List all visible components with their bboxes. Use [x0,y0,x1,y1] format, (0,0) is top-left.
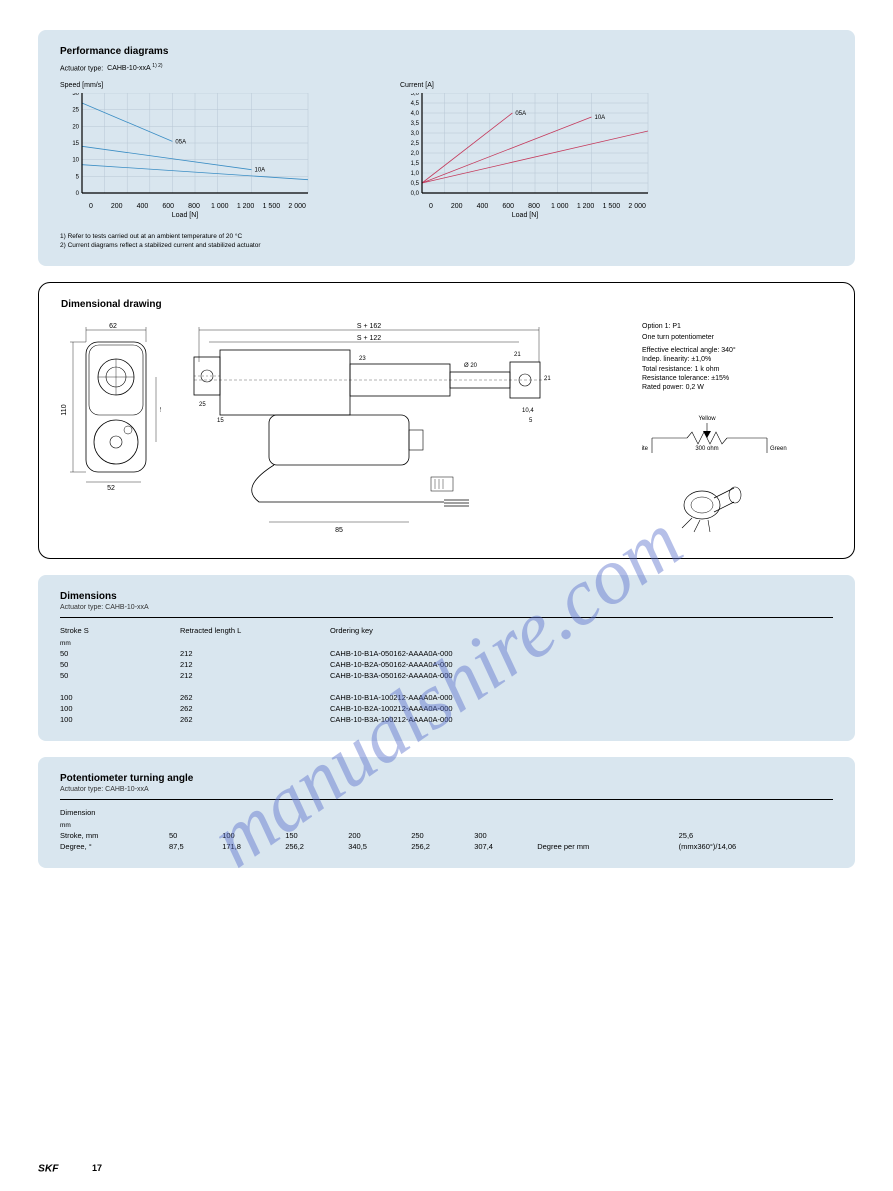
opt-p3: Total resistance: 1 k ohm [642,365,832,374]
svg-text:25: 25 [72,108,79,114]
svg-text:20: 20 [72,125,79,131]
svg-text:23: 23 [359,356,366,362]
svg-text:10A: 10A [595,115,606,121]
svg-text:10,4: 10,4 [522,408,534,414]
svg-text:4,0: 4,0 [411,111,420,117]
svg-text:21: 21 [544,376,551,382]
table-row: Degree, °87,5171,8256,2340,5256,2307,4De… [60,841,833,852]
table-row: 50212CAHB-10-B1A-050162-AAAA0A-000 [60,648,833,659]
option-column: Option 1: P1 One turn potentiometer Effe… [642,322,832,542]
current-svg: 5,0 4,5 4,0 3,5 3,0 2,5 2,0 1,5 1,0 0,5 0,0 05A 10A… [400,93,650,203]
svg-text:5: 5 [529,418,533,424]
speed-svg: 302520151050 05A10A15A [60,93,310,203]
curr-x-label: Load [N] [400,212,650,219]
pot-table: Dimension mm Stroke, mm50100150200250300… [60,808,833,852]
table-row: 100262CAHB-10-B1A-100212-AAAA0A-000 [60,692,833,703]
svg-text:5,0: 5,0 [411,93,420,97]
svg-text:25: 25 [199,402,206,408]
svg-text:62: 62 [109,323,117,330]
svg-text:4,5: 4,5 [411,101,420,107]
svg-text:S + 162: S + 162 [357,323,381,330]
dimensions-table-panel: Dimensions Actuator type: CAHB-10-xxA St… [38,575,855,741]
speed-chart: Speed [mm/s] 302520151050 05A10A15A 0200… [60,82,310,219]
dim-table-title: Dimensions [60,591,833,602]
pot-table-sub: Actuator type: CAHB-10-xxA [60,786,833,793]
svg-text:85: 85 [335,527,343,534]
pot-table-title: Potentiometer turning angle [60,773,833,784]
side-view: S + 162 S + 122 [179,322,624,542]
svg-text:Yellow: Yellow [698,416,716,422]
drawing-title: Dimensional drawing [61,299,832,310]
speed-x-label: Load [N] [60,212,310,219]
svg-text:05A: 05A [175,140,186,146]
svg-text:White: White [642,446,649,452]
svg-text:2,0: 2,0 [411,151,420,157]
drawing-panel: Dimensional drawing 62 [38,282,855,559]
svg-text:30: 30 [72,93,79,97]
table-row: 100262CAHB-10-B3A-100212-AAAA0A-000 [60,714,833,725]
svg-text:1,5: 1,5 [411,161,420,167]
opt-p1: Effective electrical angle: 340° [642,346,832,355]
svg-text:110: 110 [61,405,68,416]
svg-text:10: 10 [72,158,79,164]
speed-y-label: Speed [mm/s] [60,82,310,89]
perf-title: Performance diagrams [60,46,833,57]
perf-sub-value: CAHB-10-xxA [107,65,150,72]
svg-text:5: 5 [76,175,80,181]
svg-text:S + 122: S + 122 [357,335,381,342]
svg-text:1,0: 1,0 [411,171,420,177]
table-row: 100262CAHB-10-B2A-100212-AAAA0A-000 [60,703,833,714]
svg-text:15: 15 [217,418,224,424]
performance-panel: Performance diagrams Actuator type: CAHB… [38,30,855,266]
dim-table-sub: Actuator type: CAHB-10-xxA [60,604,833,611]
footnote-ref-1: 1) 2) [152,63,162,69]
dim-table: Stroke S Retracted length L Ordering key… [60,626,833,725]
skf-logo-icon: SKF [38,1161,82,1175]
opt-h1: Option 1: P1 [642,322,832,331]
end-view: 62 110 55 52 [61,322,161,542]
table-row: Stroke, mm5010015020025030025,6 [60,830,833,841]
footnotes: 1) Refer to tests carried out at an ambi… [60,233,833,250]
svg-text:3,0: 3,0 [411,131,420,137]
table-row: 50212CAHB-10-B3A-050162-AAAA0A-000 [60,670,833,681]
svg-text:0: 0 [76,191,80,197]
opt-p5: Rated power: 0,2 W [642,383,832,392]
svg-text:52: 52 [107,485,115,492]
pot-drawing [672,470,752,540]
svg-text:05A: 05A [515,111,526,117]
pot-table-panel: Potentiometer turning angle Actuator typ… [38,757,855,868]
perf-sub-label: Actuator type: [60,65,103,72]
svg-text:15: 15 [72,141,79,147]
opt-p4: Resistance tolerance: ±15% [642,374,832,383]
svg-text:0,5: 0,5 [411,181,420,187]
pot-schematic: White Yellow Green 300 ohm [642,398,792,458]
curr-y-label: Current [A] [400,82,650,89]
svg-text:SKF: SKF [38,1164,59,1175]
svg-text:21: 21 [514,352,521,358]
page-footer: SKF 17 [38,1161,855,1175]
svg-text:3,5: 3,5 [411,121,420,127]
opt-h2: One turn potentiometer [642,333,832,342]
svg-text:55: 55 [160,407,161,414]
svg-text:Ø 20: Ø 20 [464,363,478,369]
page-number: 17 [92,1163,102,1173]
svg-text:Green: Green [770,446,787,452]
svg-text:0,0: 0,0 [411,191,420,197]
svg-text:10A: 10A [255,168,266,174]
current-chart: Current [A] 5,0 4,5 4,0 3,5 3,0 2,5 2,0 1,5 1,0 0… [400,82,650,219]
table-row: 50212CAHB-10-B2A-050162-AAAA0A-000 [60,659,833,670]
opt-p2: Indep. linearity: ±1,0% [642,355,832,364]
svg-text:2,5: 2,5 [411,141,420,147]
svg-text:300 ohm: 300 ohm [695,446,718,452]
